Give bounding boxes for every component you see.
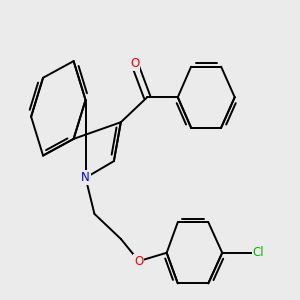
Text: N: N <box>81 171 90 184</box>
Text: Cl: Cl <box>253 246 264 259</box>
Text: O: O <box>134 255 143 268</box>
Text: O: O <box>130 57 139 70</box>
